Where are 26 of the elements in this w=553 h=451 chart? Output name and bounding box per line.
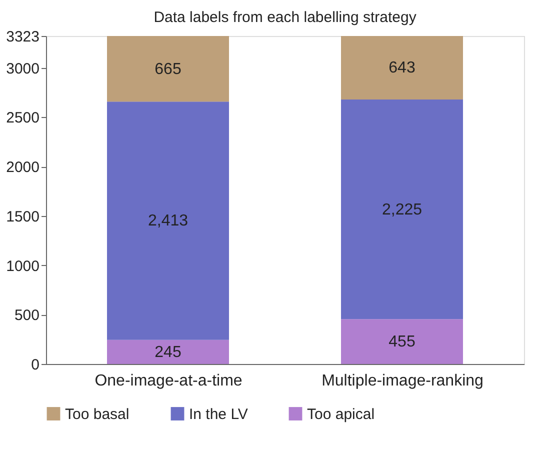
y-tick-label: 0 (31, 356, 40, 374)
y-tick-label: 1000 (6, 258, 40, 275)
x-tick-label: One-image-at-a-time (94, 372, 242, 390)
chart-title: Data labels from each labelling strategy (154, 9, 417, 26)
data-label: 245 (154, 344, 182, 361)
bar (341, 99, 463, 320)
legend-label: In the LV (189, 406, 248, 423)
y-tick-label: 500 (14, 307, 40, 324)
data-label: 2,413 (148, 212, 188, 230)
bar (341, 319, 463, 364)
bar (107, 340, 229, 364)
y-tick-label: 3323 (6, 28, 40, 46)
data-label: 455 (388, 334, 416, 351)
bar (107, 36, 229, 102)
data-label: 643 (388, 60, 416, 77)
data-label: 665 (154, 60, 182, 78)
y-tick-label: 2500 (6, 110, 40, 127)
legend-label: Too apical (307, 406, 375, 423)
x-tick-label: Multiple-image-ranking (322, 372, 484, 390)
legend-label: Too basal (65, 406, 130, 423)
y-tick-label: 1500 (6, 208, 40, 226)
data-label: 2,225 (382, 201, 422, 218)
bar (341, 36, 463, 100)
bar (107, 102, 229, 340)
y-tick-label: 2000 (6, 159, 40, 176)
y-tick-label: 3000 (6, 60, 40, 78)
